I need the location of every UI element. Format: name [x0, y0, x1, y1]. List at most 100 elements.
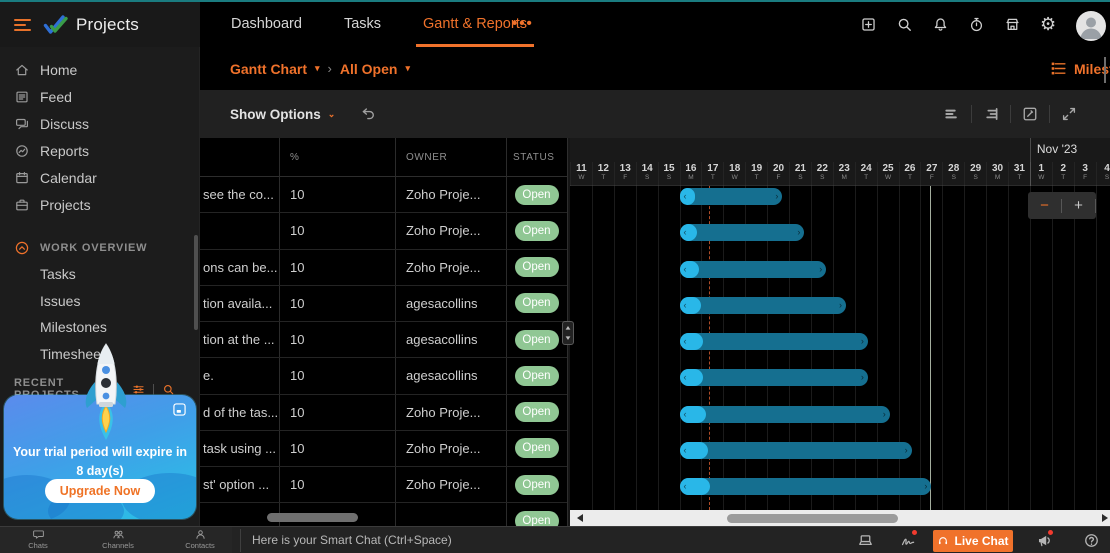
table-row[interactable]: d of the tas... 10 Zoho Proje... Open — [200, 395, 567, 431]
gantt-bar[interactable]: ‹ › — [679, 369, 868, 387]
scroll-right-icon[interactable] — [1102, 514, 1108, 522]
resize-handle-left-icon[interactable]: ‹ — [683, 336, 687, 346]
zoom-out-button[interactable]: − — [1040, 197, 1049, 214]
gantt-bar[interactable]: ‹ › — [679, 405, 890, 423]
table-row[interactable]: see the co... 10 Zoho Proje... Open — [200, 177, 567, 214]
sidebar-item-discuss[interactable]: Discuss — [0, 110, 199, 137]
help-icon[interactable] — [1083, 532, 1100, 549]
gantt-chart-dropdown[interactable]: Gantt Chart — [230, 60, 307, 77]
table-row[interactable]: task using ... 10 Zoho Proje... Open — [200, 431, 567, 467]
undo-icon[interactable] — [360, 105, 377, 122]
resize-handle-right-icon[interactable]: › — [797, 227, 801, 238]
table-horizontal-scrollbar[interactable] — [267, 513, 358, 522]
table-row[interactable]: Open — [200, 503, 567, 526]
upgrade-now-button[interactable]: Upgrade Now — [45, 479, 155, 503]
live-chat-button[interactable]: Live Chat — [933, 529, 1013, 552]
gantt-bar[interactable]: ‹ › — [679, 296, 846, 314]
column-header-status[interactable]: STATUS — [513, 152, 555, 163]
sliders-icon[interactable] — [132, 383, 145, 396]
table-row[interactable]: ons can be... 10 Zoho Proje... Open — [200, 250, 567, 286]
gantt-bar[interactable]: ‹ › — [679, 224, 805, 242]
table-row[interactable]: tion at the ... 10 agesacollins Open — [200, 322, 567, 359]
edit-icon[interactable] — [1021, 105, 1039, 123]
resize-handle-left-icon[interactable]: ‹ — [683, 481, 687, 491]
table-row[interactable]: e. 10 agesacollins Open — [200, 358, 567, 395]
show-options-dropdown[interactable]: Show Options ⌄ — [230, 90, 335, 138]
resize-handle-left-icon[interactable]: ‹ — [683, 191, 687, 201]
resize-handle-left-icon[interactable]: ‹ — [683, 263, 687, 274]
column-header-percent[interactable]: % — [290, 152, 300, 163]
timer-icon[interactable] — [968, 16, 985, 33]
resize-handle-left-icon[interactable]: ‹ — [683, 444, 687, 455]
statusbar-contacts[interactable]: Contacts — [170, 528, 230, 550]
resize-handle-left-icon[interactable]: ‹ — [683, 408, 687, 419]
filter-dropdown[interactable]: All Open — [339, 60, 398, 77]
more-tabs-icon[interactable]: ••• — [512, 15, 534, 32]
minimize-popup-icon[interactable] — [173, 403, 186, 416]
tab-gantt-reports[interactable]: Gantt & Reports — [402, 2, 548, 47]
collapsed-panel-edge[interactable] — [1104, 57, 1106, 83]
sidebar-item-projects[interactable]: Projects — [0, 191, 199, 218]
bars-right-icon[interactable] — [982, 105, 1000, 123]
tab-tasks[interactable]: Tasks — [343, 16, 382, 32]
resize-handle-right-icon[interactable]: › — [819, 263, 823, 274]
add-new-icon[interactable] — [860, 16, 877, 33]
sidebar-item-feed[interactable]: Feed — [0, 83, 199, 110]
collapse-section-icon[interactable] — [14, 240, 30, 256]
table-row[interactable]: 10 Zoho Proje... Open — [200, 213, 567, 250]
gantt-bar[interactable]: ‹ › — [679, 188, 783, 205]
resize-handle-left-icon[interactable]: ‹ — [683, 372, 687, 383]
sidebar-item-calendar[interactable]: Calendar — [0, 164, 199, 191]
resize-handle-left-icon[interactable]: ‹ — [683, 299, 687, 310]
gantt-scrollbar-thumb[interactable] — [727, 513, 898, 523]
sidebar-item-home[interactable]: Home — [0, 56, 199, 83]
resize-handle-right-icon[interactable]: › — [860, 372, 864, 383]
sidebar-scrollbar[interactable] — [194, 235, 198, 330]
timeline-day: 11 W — [570, 162, 592, 186]
gantt-bar[interactable]: ‹ › — [679, 478, 932, 495]
marketplace-icon[interactable] — [1004, 16, 1021, 33]
work-overview-header[interactable]: WORK OVERVIEW — [0, 235, 199, 261]
bars-left-icon[interactable] — [943, 105, 961, 123]
settings-icon[interactable]: ⚙ — [1040, 14, 1057, 34]
scroll-left-icon[interactable] — [577, 514, 583, 522]
sidebar-item-tasks[interactable]: Tasks — [40, 266, 76, 282]
group-by-icon[interactable] — [1050, 60, 1067, 77]
search-icon[interactable] — [896, 16, 913, 33]
statusbar-chats[interactable]: Chats — [8, 528, 68, 550]
smart-chat-bar[interactable]: Here is your Smart Chat (Ctrl+Space) — [252, 533, 452, 547]
resize-handle-right-icon[interactable]: › — [775, 191, 779, 201]
pane-splitter-handle[interactable] — [562, 321, 574, 345]
resize-handle-right-icon[interactable]: › — [904, 444, 908, 455]
resize-handle-right-icon[interactable]: › — [924, 481, 928, 491]
gantt-bar[interactable]: ‹ › — [679, 333, 868, 350]
hamburger-menu-icon[interactable] — [14, 16, 32, 34]
sidebar-item-issues[interactable]: Issues — [40, 292, 81, 309]
sidebar-item-timesheet[interactable]: Timesheet — [40, 345, 105, 362]
tab-dashboard[interactable]: Dashboard — [231, 16, 302, 32]
remote-work-icon[interactable] — [857, 532, 874, 549]
milestone-group-dropdown[interactable]: Milestone ▾ — [1074, 47, 1110, 90]
resize-handle-right-icon[interactable]: › — [860, 336, 864, 346]
column-header-owner[interactable]: OWNER — [406, 152, 448, 163]
gantt-horizontal-scrollbar[interactable] — [570, 510, 1110, 526]
gantt-bar[interactable]: ‹ › — [679, 260, 827, 278]
table-row[interactable]: st' option ... 10 Zoho Proje... Open — [200, 467, 567, 504]
search-projects-icon[interactable] — [162, 383, 175, 396]
resize-handle-left-icon[interactable]: ‹ — [683, 227, 687, 238]
megaphone-icon[interactable] — [1036, 532, 1053, 549]
expand-icon[interactable] — [1060, 105, 1078, 123]
resize-handle-right-icon[interactable]: › — [838, 299, 842, 310]
statusbar-channels[interactable]: Channels — [88, 528, 148, 550]
signature-icon[interactable] — [900, 532, 917, 549]
table-row[interactable]: tion availa... 10 agesacollins Open — [200, 286, 567, 322]
zoom-in-button[interactable]: + — [1074, 197, 1083, 214]
zoho-projects-logo-icon[interactable] — [42, 12, 68, 38]
user-avatar[interactable] — [1076, 11, 1106, 41]
gantt-bar[interactable]: ‹ › — [679, 441, 912, 459]
notifications-icon[interactable] — [932, 16, 949, 33]
task-percent-cell: 10 — [290, 223, 305, 239]
sidebar-item-milestones[interactable]: Milestones — [40, 319, 107, 335]
sidebar-item-reports[interactable]: Reports — [0, 137, 199, 164]
resize-handle-right-icon[interactable]: › — [882, 408, 886, 419]
